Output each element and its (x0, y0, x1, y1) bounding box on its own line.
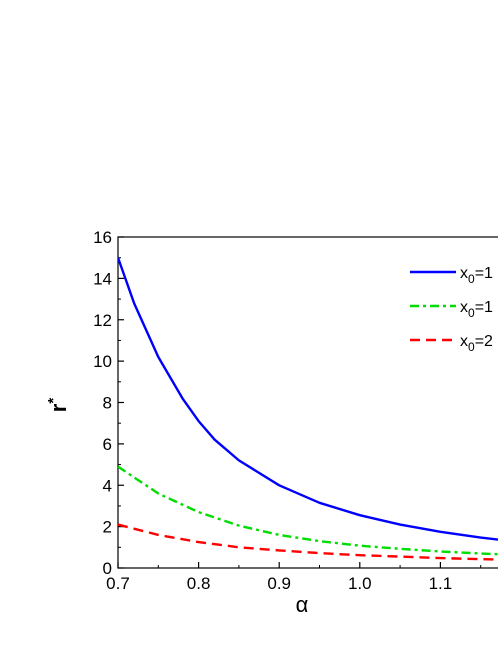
y-tick-label: 6 (103, 435, 112, 454)
x-tick-label: 0.9 (267, 574, 291, 593)
x-axis-title: α (296, 592, 309, 617)
legend-label-2: x0=1 (460, 299, 493, 320)
axis-titles: α r* (45, 398, 309, 617)
plot-frame (117, 236, 498, 569)
y-tick-label: 0 (103, 559, 112, 578)
y-tick-label: 8 (103, 394, 112, 413)
y-tick-label: 4 (103, 476, 112, 495)
series-line-1 (118, 257, 498, 541)
y-tick-label: 16 (93, 228, 112, 247)
y-tick-label: 12 (93, 311, 112, 330)
x-tick-label: 1.1 (429, 574, 453, 593)
series-line-3 (118, 523, 498, 561)
legend: x0=1 x0=1 x0=2 (410, 265, 493, 354)
x-tick-label: 0.8 (187, 574, 211, 593)
y-tick-label: 10 (93, 352, 112, 371)
legend-label-1: x0=1 (460, 265, 493, 286)
y-tick-label: 2 (103, 518, 112, 537)
y-tick-label: 14 (93, 269, 112, 288)
x-tick-label: 1.0 (348, 574, 372, 593)
series-lines (118, 257, 498, 561)
legend-label-3: x0=2 (460, 333, 493, 354)
x-tick-label: 0.7 (106, 574, 130, 593)
y-axis-title: r* (45, 398, 71, 413)
series-line-2 (118, 465, 498, 556)
